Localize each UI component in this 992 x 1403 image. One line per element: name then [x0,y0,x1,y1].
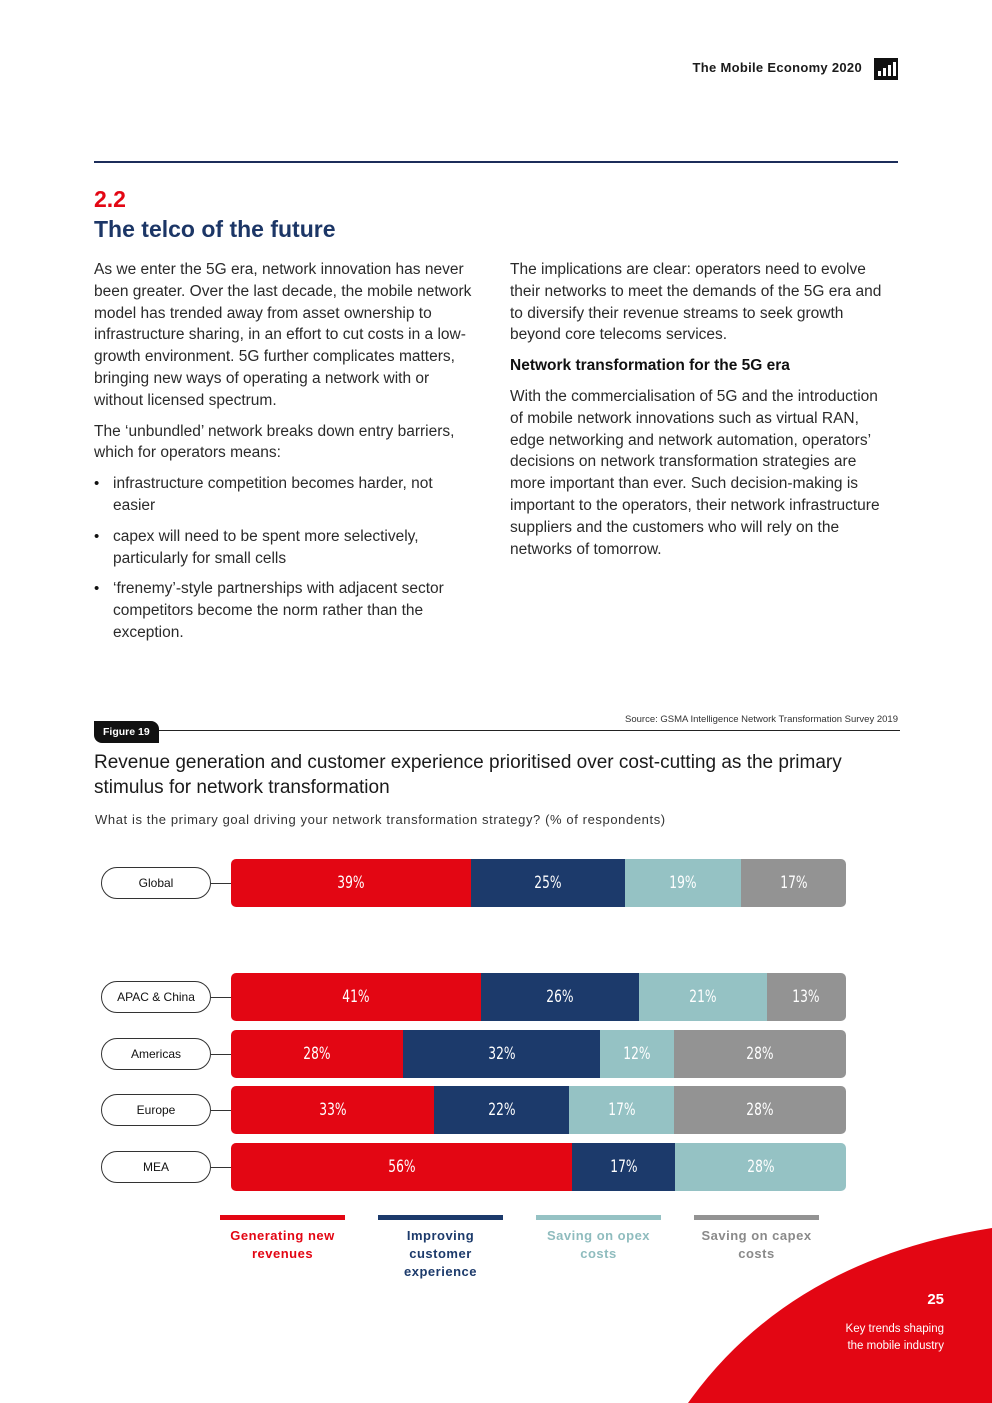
data-label: 13% [792,987,820,1007]
figure-tag: Figure 19 [94,721,159,743]
bar-segment: 17% [569,1086,674,1134]
data-label: 41% [342,987,370,1007]
legend-item: Improving customer experience [378,1215,503,1281]
data-label: 17% [780,873,808,893]
subheading: Network transformation for the 5G era [510,357,790,375]
category-label: APAC & China [101,981,232,1013]
paragraph: As we enter the 5G era, network innovati… [94,261,472,409]
bar-segment: 22% [433,1086,570,1134]
bar-row: 33% 22% 17% 28% [231,1086,846,1134]
category-label: Global [101,867,232,899]
data-label: 17% [607,1100,636,1120]
legend-item: Saving on capex costs [694,1215,819,1263]
footer-line: the mobile industry [847,1340,944,1352]
bar-segment: 33% [231,1086,434,1134]
list-item: ‘frenemy’-style partnerships with adjace… [94,578,476,643]
data-label: 22% [487,1100,516,1120]
category-label: MEA [101,1151,232,1183]
figure-question: What is the primary goal driving your ne… [95,812,666,827]
list-item: infrastructure competition becomes harde… [94,473,476,517]
page-number: 25 [927,1291,944,1308]
bar-segment: 17% [741,859,846,907]
figure-divider [94,730,900,731]
data-label: 19% [669,873,697,893]
bar-segment: 12% [599,1030,674,1078]
legend-item: Saving on opex costs [536,1215,661,1263]
paragraph: With the commercialisation of 5G and the… [510,387,880,558]
legend-item: Generating new revenues [220,1215,345,1263]
data-label: 28% [303,1044,331,1064]
figure-title: Revenue generation and customer experien… [94,752,842,798]
bar-row: 41% 26% 21% 13% [231,973,846,1021]
bar-segment: 28% [673,1086,846,1134]
bar-segment: 28% [231,1030,404,1078]
category-label: Americas [101,1038,232,1070]
data-label: 25% [534,873,562,893]
legend-swatch [378,1215,503,1220]
data-label: 17% [610,1157,638,1177]
data-label: 32% [487,1044,516,1064]
figure-source: Source: GSMA Intelligence Network Transf… [625,714,898,725]
bar-segment: 21% [638,973,767,1021]
data-label: 26% [546,987,574,1007]
bar-segment: 19% [624,859,742,907]
bar-row: 39% 25% 19% 17% [231,859,846,907]
data-label: 56% [387,1157,416,1177]
bar-segment: 56% [231,1143,572,1191]
left-column: As we enter the 5G era, network innovati… [94,259,476,653]
bar-segment: 17% [571,1143,676,1191]
data-label: 33% [318,1100,347,1120]
data-label: 28% [746,1100,774,1120]
section-title: The telco of the future [94,216,336,242]
list-item: capex will need to be spent more selecti… [94,526,476,570]
data-label: 28% [746,1044,774,1064]
bar-segment: 39% [231,859,471,907]
bar-row: 56% 17% 28% [231,1143,846,1191]
legend-label: Saving on opex costs [546,1228,651,1261]
bar-segment: 25% [470,859,625,907]
right-column: The implications are clear: operators ne… [510,259,892,569]
section-number: 2.2 [94,186,126,212]
data-label: 12% [623,1044,651,1064]
report-title: The Mobile Economy 2020 [692,60,862,75]
bullet-list: infrastructure competition becomes harde… [94,473,476,644]
report-logo-icon [874,58,898,80]
paragraph: The ‘unbundled’ network breaks down entr… [94,422,455,462]
header-divider [94,161,898,163]
bar-segment: 28% [675,1143,846,1191]
data-label: 28% [747,1157,775,1177]
bar-row: 28% 32% 12% 28% [231,1030,846,1078]
data-label: 21% [689,987,717,1007]
legend-swatch [694,1215,819,1220]
footer-caption: Key trends shaping the mobile industry [846,1321,944,1355]
paragraph: The implications are clear: operators ne… [510,261,882,344]
legend-label: Improving customer experience [404,1228,477,1279]
data-label: 39% [337,873,365,893]
legend-label: Generating new revenues [230,1228,335,1261]
footer-line: Key trends shaping [845,1323,944,1335]
legend-label: Saving on capex costs [701,1228,812,1261]
bar-segment: 41% [231,973,481,1021]
legend-swatch [536,1215,661,1220]
bar-segment: 13% [766,973,846,1021]
bar-segment: 26% [480,973,639,1021]
category-label: Europe [101,1094,232,1126]
legend-swatch [220,1215,345,1220]
bar-segment: 32% [403,1030,600,1078]
bar-segment: 28% [673,1030,846,1078]
